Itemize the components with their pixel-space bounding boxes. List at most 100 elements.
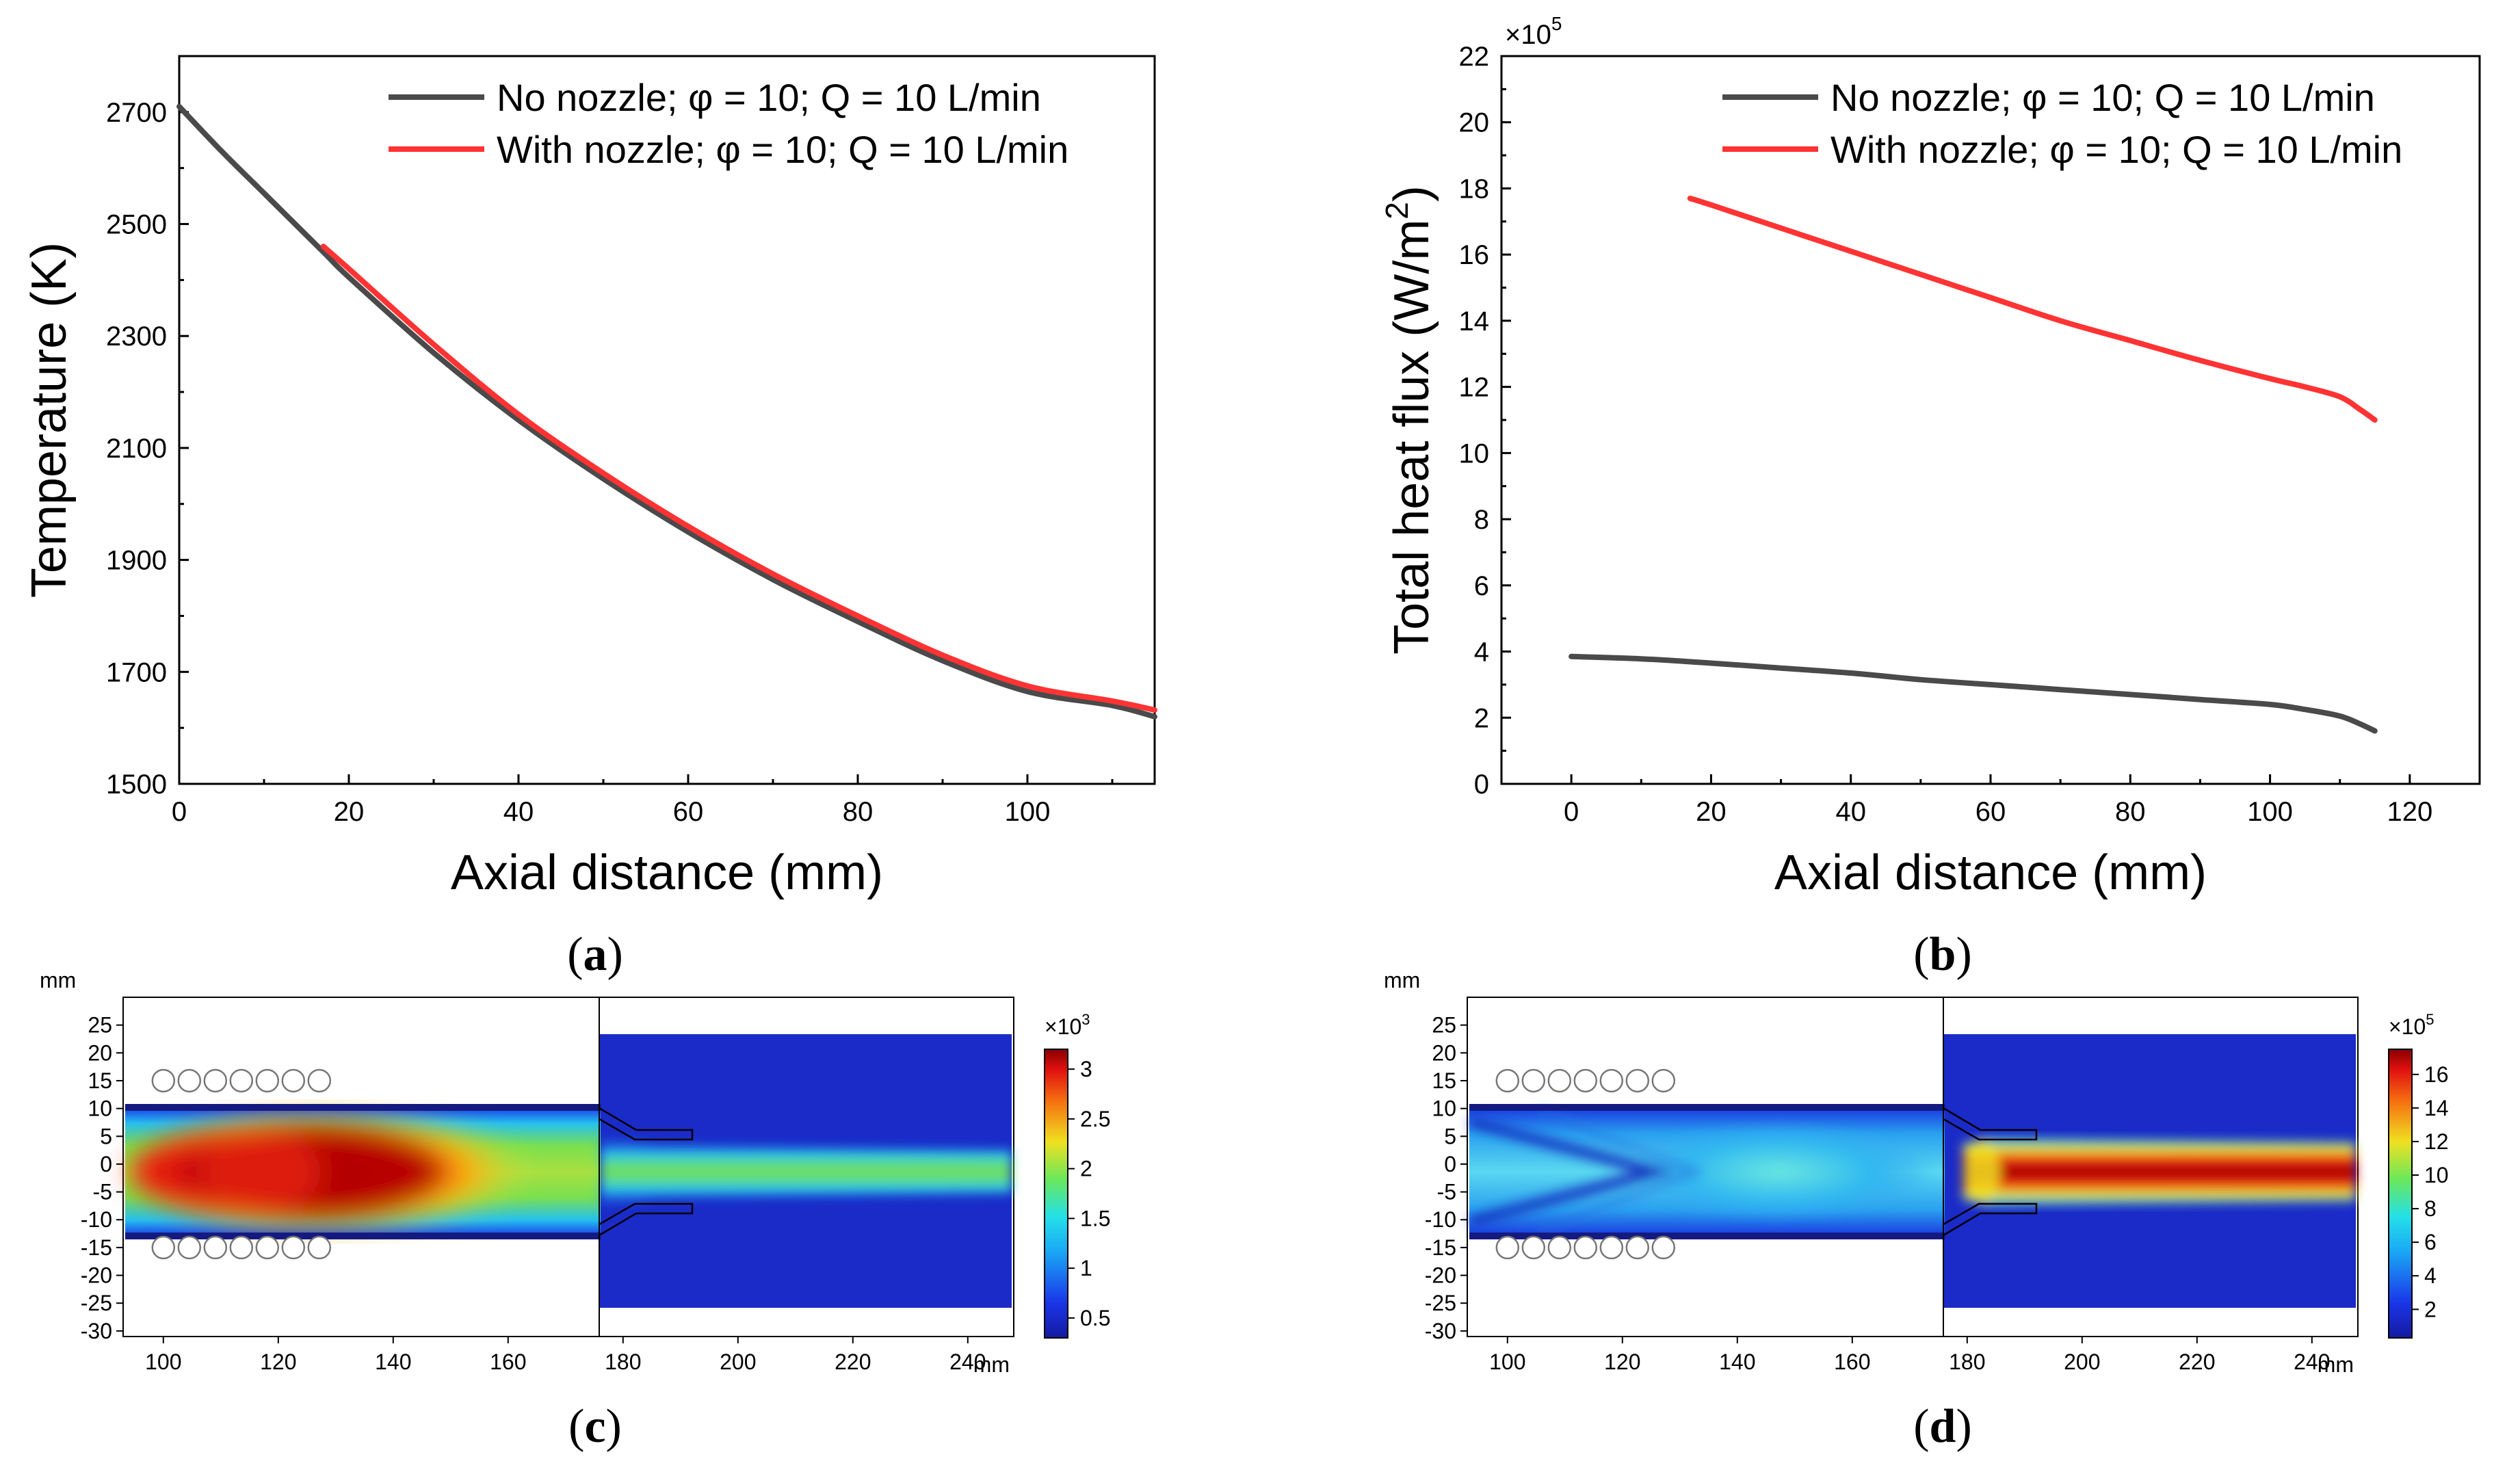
colorbar-d [2388, 1049, 2413, 1339]
y-tick-label: 2100 [106, 434, 167, 464]
panel-label-d: (d) [1913, 1400, 1972, 1453]
x-axis-label: Axial distance (mm) [1774, 845, 2207, 900]
colorbar-tick-label: 16 [2424, 1062, 2449, 1087]
coil-turn [1521, 1235, 1546, 1260]
x-tick-label: 100 [1489, 1350, 1525, 1374]
y-unit-label: mm [40, 968, 76, 992]
y-tick-label: 16 [1459, 240, 1490, 270]
x-tick-label: 100 [2247, 797, 2293, 827]
y-tick-label: -15 [81, 1235, 112, 1260]
colorbar-multiplier: ×105 [2389, 1011, 2434, 1039]
x-tick-label: 40 [1835, 797, 1866, 827]
field-c-jet [601, 1135, 1012, 1208]
x-tick-label: 240 [2294, 1350, 2330, 1374]
coil-turn [177, 1235, 202, 1260]
coil-turn [1651, 1068, 1676, 1093]
y-tick-label: -30 [81, 1319, 112, 1343]
x-tick-label: 240 [949, 1350, 986, 1374]
x-tick-label: 0 [172, 797, 187, 827]
y-tick-label: 2500 [106, 210, 167, 240]
coil-turn [1495, 1068, 1520, 1093]
coil-turn [1573, 1235, 1598, 1260]
y-tick-label: 0 [100, 1152, 112, 1176]
series-line [320, 244, 1157, 713]
x-tick-label: 140 [1719, 1350, 1755, 1374]
y-tick-label: 0 [1474, 769, 1489, 800]
y-tick-label: 14 [1459, 306, 1490, 337]
x-tick-label: 120 [1604, 1350, 1640, 1374]
field-c-coils [151, 1068, 332, 1260]
y-tick-label: 20 [1459, 108, 1490, 138]
y-tick-label: -5 [93, 1180, 112, 1205]
field-d-wall-bottom [1469, 1233, 1945, 1239]
field-d-coils [1495, 1068, 1676, 1260]
y-tick-label: -25 [1425, 1291, 1456, 1315]
y-tick-label: 6 [1474, 571, 1489, 601]
colorbar-tick-label: 6 [2424, 1230, 2437, 1254]
y-tick-label: 0 [1444, 1152, 1456, 1176]
y-tick-label: 5 [100, 1124, 112, 1148]
coil-turn [255, 1068, 280, 1093]
y-tick-label: 4 [1474, 637, 1489, 668]
coil-turn [151, 1235, 176, 1260]
y-tick-label: 1900 [106, 546, 167, 576]
x-tick-label: 40 [503, 797, 534, 827]
series-line [1569, 653, 2378, 734]
x-tick-label: 180 [1949, 1350, 1985, 1374]
legend-entry: No nozzle; φ = 10; Q = 10 L/min [497, 76, 1041, 119]
x-tick-label: 100 [1005, 797, 1051, 827]
x-tick-label: 160 [490, 1350, 526, 1374]
y-tick-label: 25 [88, 1013, 112, 1038]
y-tick-label: 8 [1474, 505, 1489, 535]
coil-turn [307, 1068, 332, 1093]
legend-entry: With nozzle; φ = 10; Q = 10 L/min [497, 128, 1068, 171]
y-tick-label: -5 [1437, 1180, 1456, 1205]
coil-turn [203, 1068, 228, 1093]
panel-label-a: (a) [567, 928, 623, 981]
plot-frame [178, 55, 1156, 785]
x-axis-label: Axial distance (mm) [451, 845, 883, 900]
panel-label-b: (b) [1913, 928, 1972, 981]
x-tick-label: 60 [1976, 797, 2006, 827]
colorbar-tick-label: 14 [2424, 1096, 2449, 1120]
colorbar-tick-label: 2 [1080, 1157, 1092, 1181]
field-d-wall-top [1469, 1104, 1945, 1111]
coil-turn [1521, 1068, 1546, 1093]
field-c-wall-bottom [125, 1233, 601, 1239]
x-tick-label: 200 [2064, 1350, 2100, 1374]
colorbar-multiplier: ×103 [1045, 1011, 1090, 1039]
x-tick-label: 80 [843, 797, 874, 827]
x-tick-label: 0 [1564, 797, 1579, 827]
coil-turn [1625, 1068, 1650, 1093]
y-tick-label: 18 [1459, 174, 1490, 204]
panel-d-heat-flux-field: 100 120 140 160 180 200 220 240mm2520151050-5-1… [1384, 968, 2449, 1377]
y-tick-label: 2 [1474, 703, 1489, 733]
field-c-axes: 100 120 140 160 180 200 220 240mm2520151050-5-1… [40, 968, 1110, 1377]
coil-turn [1625, 1235, 1650, 1260]
coil-turn [281, 1235, 306, 1260]
y-tick-label: -20 [1425, 1263, 1456, 1288]
y-tick-label: 15 [88, 1068, 112, 1093]
panel-a-temperature-chart: 0 20 40 60 80 100 1500 1700 1900 2100 2300 2500 2700… [22, 55, 1157, 900]
colorbar-tick-label: 1.5 [1080, 1206, 1110, 1230]
x-tick-label: 80 [2115, 797, 2146, 827]
x-tick-label: 180 [605, 1350, 641, 1374]
y-tick-label: 25 [1432, 1013, 1456, 1038]
y-tick-label: -10 [1425, 1207, 1456, 1232]
coil-turn [307, 1235, 332, 1260]
y-unit-label: mm [1384, 968, 1420, 992]
colorbar-tick-label: 3 [1080, 1057, 1092, 1081]
y-tick-label: -25 [81, 1291, 112, 1315]
colorbar-tick-label: 2.5 [1080, 1107, 1110, 1131]
y-tick-label: -10 [81, 1207, 112, 1232]
y-tick-label: 2300 [106, 321, 167, 352]
x-tick-label: 220 [2179, 1350, 2215, 1374]
coil-turn [1651, 1235, 1676, 1260]
y-tick-label: 22 [1459, 42, 1490, 72]
y-tick-label: 20 [1432, 1040, 1456, 1065]
y-tick-label: -15 [1425, 1235, 1456, 1260]
colorbar-tick-label: 8 [2424, 1196, 2437, 1221]
x-tick-label: 220 [835, 1350, 871, 1374]
field-d-jet [1963, 1138, 2356, 1205]
